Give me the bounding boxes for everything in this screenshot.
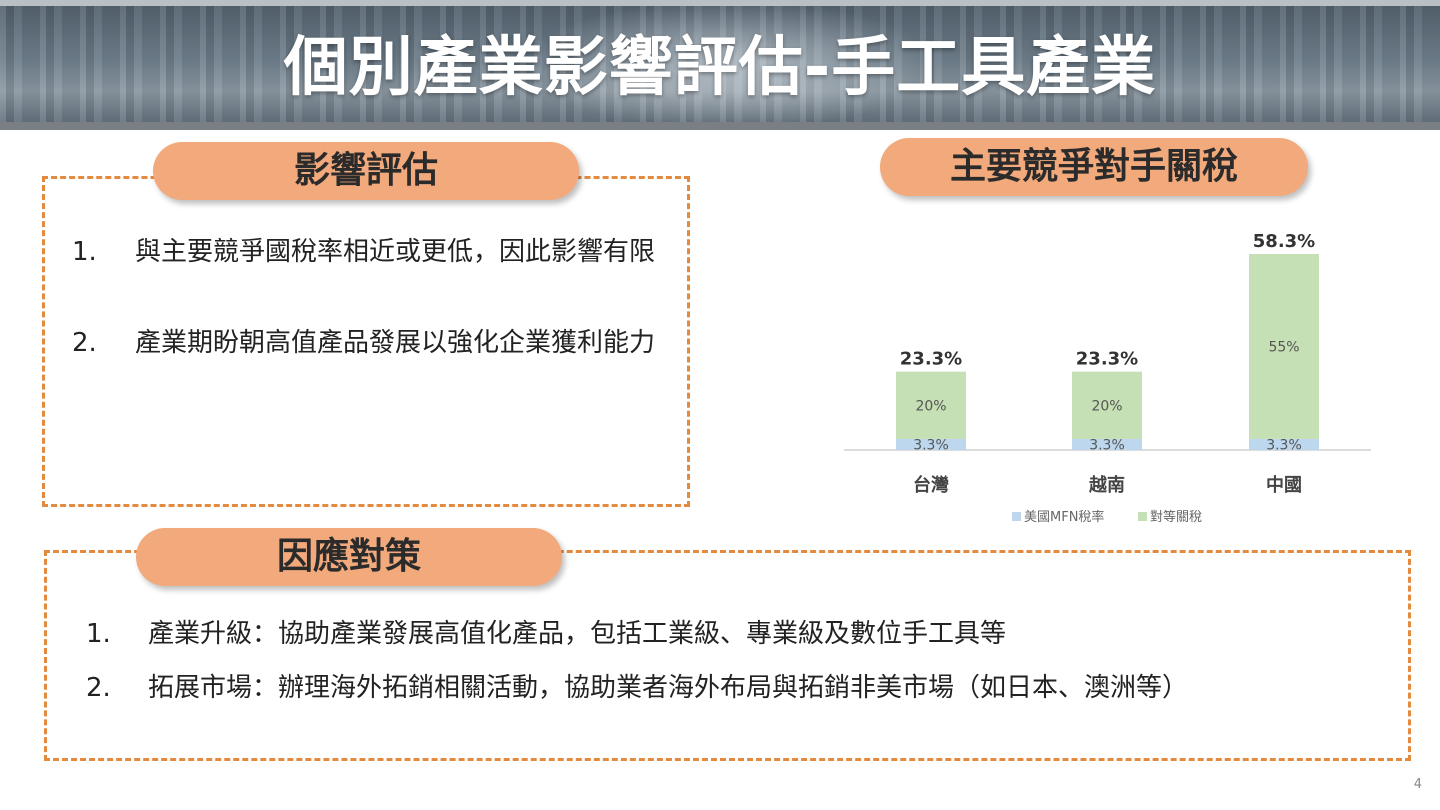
impact-item-number: 1.	[72, 237, 97, 267]
response-item-number: 2.	[86, 673, 111, 703]
segment-label: 3.3%	[1089, 437, 1125, 453]
category-label: 台灣	[913, 474, 949, 496]
page-number: 4	[1413, 777, 1422, 792]
response-item-text: 拓展市場：辦理海外拓銷相關活動，協助業者海外布局與拓銷非美市場（如日本、澳洲等）	[148, 673, 1189, 703]
response-item-number: 1.	[86, 619, 111, 649]
response-item: 1. 產業升級：協助產業發展高值化產品，包括工業級、專業級及數位手工具等	[86, 616, 1386, 652]
segment-label: 3.3%	[1266, 437, 1302, 453]
total-label: 23.3%	[1076, 349, 1138, 370]
segment-label: 20%	[1091, 398, 1122, 414]
impact-item-number: 2.	[72, 328, 97, 358]
legend-swatch-reciprocal	[1138, 512, 1147, 521]
impact-item-text: 產業期盼朝高值產品發展以強化企業獲利能力	[135, 328, 656, 358]
response-item: 2. 拓展市場：辦理海外拓銷相關活動，協助業者海外布局與拓銷非美市場（如日本、澳…	[86, 670, 1386, 706]
bar-segment-reciprocal	[896, 371, 966, 439]
tariff-heading: 主要競爭對手關稅	[880, 138, 1308, 196]
response-box	[44, 550, 1411, 761]
segment-label: 20%	[915, 398, 946, 414]
bar-segment-reciprocal	[1249, 254, 1319, 439]
bar-segment-mfn	[1249, 438, 1319, 450]
impact-item: 1. 與主要競爭國稅率相近或更低，因此影響有限	[72, 234, 682, 306]
response-item-text: 產業升級：協助產業發展高值化產品，包括工業級、專業級及數位手工具等	[148, 619, 1007, 649]
bar-segment-reciprocal	[1072, 371, 1142, 439]
slide-title: 個別產業影響評估-手工具產業	[283, 31, 1157, 105]
impact-heading: 影響評估	[153, 142, 579, 200]
impact-item-text: 與主要競爭國稅率相近或更低，因此影響有限	[135, 237, 656, 267]
bar-segment-mfn	[1072, 438, 1142, 450]
total-label: 58.3%	[1253, 231, 1315, 252]
legend-label: 對等關稅	[1150, 509, 1202, 525]
legend-label: 美國MFN稅率	[1024, 509, 1104, 525]
banner-glow	[520, 0, 940, 130]
segment-label: 3.3%	[913, 437, 949, 453]
segment-label: 55%	[1268, 339, 1299, 355]
header-banner	[0, 0, 1440, 130]
impact-item: 2. 產業期盼朝高值產品發展以強化企業獲利能力	[72, 325, 682, 397]
bar-segment-mfn	[896, 438, 966, 450]
category-label: 越南	[1088, 474, 1125, 496]
category-label: 中國	[1266, 474, 1302, 496]
banner-bottom-band	[0, 122, 1440, 130]
tariff-chart: 3.3% 20% 23.3% 台灣 3.3% 20% 23.3% 越南 3.3% 55% 58.3%…	[844, 231, 1371, 525]
response-heading: 因應對策	[136, 528, 562, 586]
total-label: 23.3%	[900, 349, 962, 370]
legend-swatch-mfn	[1012, 512, 1021, 521]
